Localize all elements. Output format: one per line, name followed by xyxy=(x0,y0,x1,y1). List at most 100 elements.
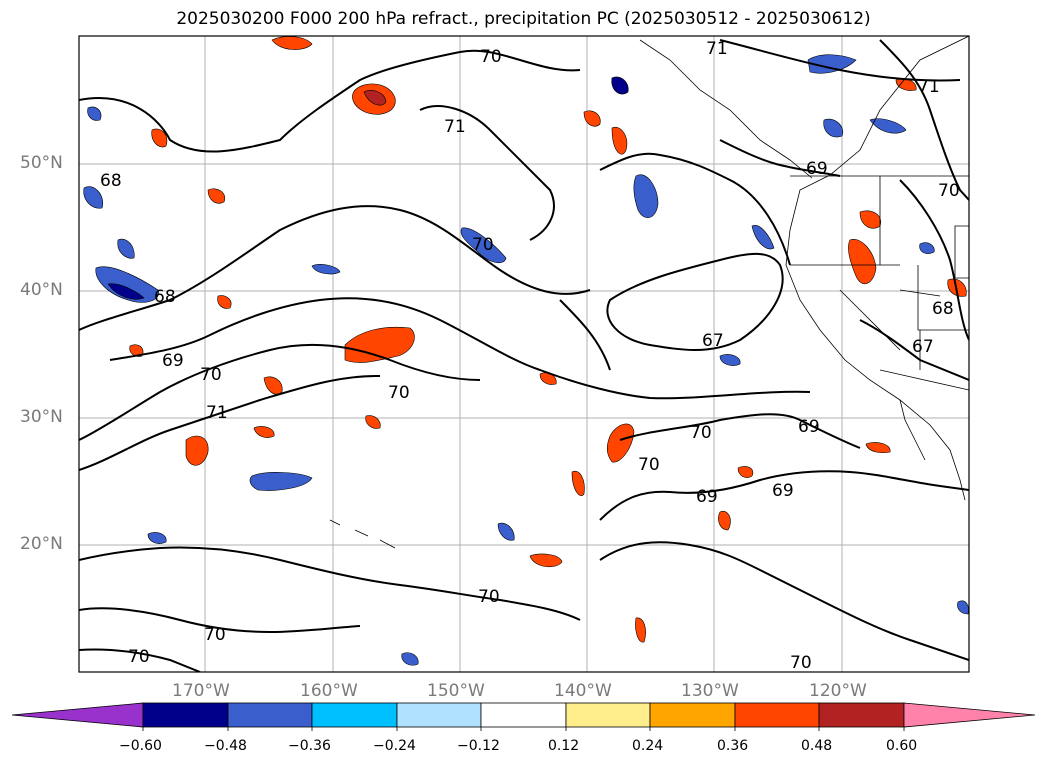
precip-blob xyxy=(633,174,659,218)
contour-label: 70 xyxy=(690,423,712,443)
coastlines xyxy=(329,36,969,549)
contour-label: 67 xyxy=(702,331,724,351)
colorbar-bin xyxy=(227,702,313,728)
contour-line xyxy=(719,139,841,177)
precip-blob xyxy=(365,415,381,429)
colorbar-bin xyxy=(649,702,736,728)
precip-blob xyxy=(583,110,601,127)
contour-line xyxy=(79,546,581,621)
colorbar-tick-label: −0.12 xyxy=(457,738,500,754)
lon-label-140w: 140°W xyxy=(554,681,612,701)
precip-blob xyxy=(719,354,741,366)
map-background xyxy=(79,36,969,672)
colorbar-bin xyxy=(142,702,229,728)
contour-label: 70 xyxy=(480,47,502,67)
colorbar-extend-low xyxy=(11,702,144,728)
precip-blob xyxy=(460,227,507,264)
contour-line xyxy=(599,541,969,661)
contour-label: 70 xyxy=(938,181,960,201)
colorbar-tick-label: 0.12 xyxy=(548,738,580,754)
contour-line xyxy=(606,252,784,351)
colorbar-tick-label: −0.60 xyxy=(119,738,162,754)
precip-blob xyxy=(311,264,341,275)
precip-blob xyxy=(107,283,145,300)
state-box-montana xyxy=(954,225,969,279)
precip-blob xyxy=(919,242,935,254)
contour-label: 68 xyxy=(932,299,954,319)
precip-blob xyxy=(263,376,283,395)
precip-blob xyxy=(865,442,891,454)
precip-blob xyxy=(606,423,635,463)
lat-label-20n: 20°N xyxy=(20,534,63,554)
colorbar xyxy=(11,702,1036,731)
border-us-mexico xyxy=(879,369,969,391)
colorbar-bin xyxy=(311,702,398,728)
map-title: 2025030200 F000 200 hPa refract., precip… xyxy=(176,9,871,29)
lat-label-30n: 30°N xyxy=(20,407,63,427)
lon-label-160w: 160°W xyxy=(300,681,358,701)
contour-line xyxy=(719,39,961,82)
colorbar-bin xyxy=(818,702,905,728)
contour-label: 69 xyxy=(806,159,828,179)
contour-line xyxy=(79,648,201,672)
lon-label-170w: 170°W xyxy=(172,681,230,701)
precip-blob xyxy=(185,435,209,466)
contour-label: 70 xyxy=(790,653,812,673)
contour-label: 69 xyxy=(162,351,184,371)
precip-blob xyxy=(869,118,907,134)
precip-blob xyxy=(807,54,857,74)
refractivity-contours xyxy=(79,39,969,672)
precip-blob xyxy=(271,36,313,50)
contour-label: 69 xyxy=(696,487,718,507)
precip-blob xyxy=(253,426,275,438)
coastline-baja xyxy=(899,399,926,461)
precip-blob xyxy=(751,225,775,250)
contour-line xyxy=(599,470,969,521)
contour-line xyxy=(559,299,611,371)
colorbar-tick-label: 0.60 xyxy=(886,738,918,754)
colorbar-bin xyxy=(734,702,820,728)
precip-blob xyxy=(571,470,585,496)
precip-blob xyxy=(117,238,135,259)
colorbar-bin xyxy=(480,702,567,728)
contour-label: 68 xyxy=(154,287,176,307)
coastline-alaska-panhandle xyxy=(639,39,813,179)
contour-label: 67 xyxy=(912,337,934,357)
precip-blob xyxy=(83,186,104,209)
coastline-north-america xyxy=(785,36,969,501)
contour-line xyxy=(879,39,969,201)
precip-blob xyxy=(823,118,844,138)
contour-label: 70 xyxy=(478,587,500,607)
precip-blob xyxy=(611,126,628,155)
precip-blob xyxy=(151,128,168,148)
colorbar-bin xyxy=(396,702,482,728)
contour-label: 70 xyxy=(200,365,222,385)
colorbar-tick-label: 0.48 xyxy=(801,738,833,754)
precip-blob xyxy=(737,466,754,478)
contour-labels: 70 71 71 69 68 70 68 70 71 70 69 70 70 6… xyxy=(100,39,960,673)
precip-blob xyxy=(848,239,877,285)
coastline-hawaii xyxy=(329,519,396,549)
contour-line xyxy=(79,205,591,331)
contour-label: 71 xyxy=(444,117,466,137)
colorbar-tick-label: −0.36 xyxy=(288,738,331,754)
precip-blob xyxy=(611,76,629,95)
precip-blob xyxy=(957,600,969,615)
lon-label-130w: 130°W xyxy=(681,681,739,701)
colorbar-tick-label: −0.48 xyxy=(204,738,247,754)
lon-label-150w: 150°W xyxy=(427,681,485,701)
contour-line xyxy=(459,49,581,72)
precip-blob xyxy=(147,532,167,544)
contour-line xyxy=(899,179,969,341)
precip-blob xyxy=(87,106,102,121)
precip-blob xyxy=(529,553,563,568)
map-content xyxy=(79,36,969,672)
lat-label-50n: 50°N xyxy=(20,153,63,173)
precip-blob xyxy=(635,617,646,643)
contour-label: 70 xyxy=(638,455,660,475)
contour-label: 70 xyxy=(128,647,150,667)
contour-label: 69 xyxy=(772,481,794,501)
contour-line xyxy=(109,297,811,400)
contour-label: 70 xyxy=(472,235,494,255)
contour-label: 71 xyxy=(918,77,940,97)
